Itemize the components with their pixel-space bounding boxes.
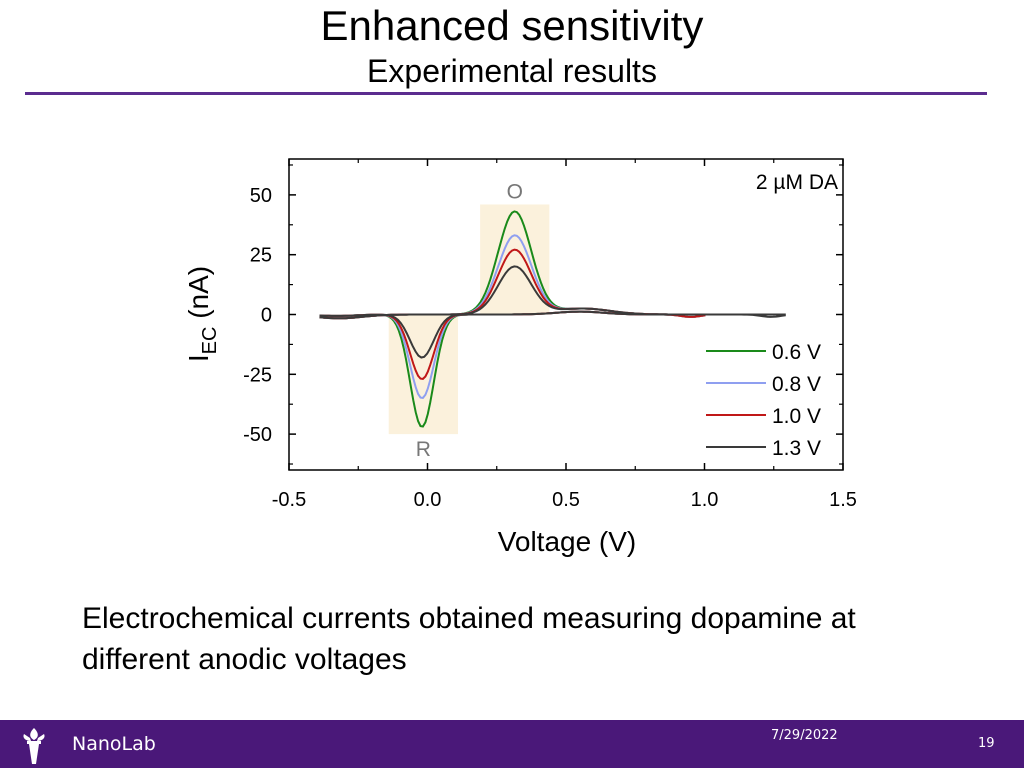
y-tick-label: -25: [243, 364, 272, 386]
footer-date: 7/29/2022: [771, 728, 838, 743]
y-axis-label-main: I: [183, 354, 214, 362]
y-tick-label: 0: [261, 305, 272, 327]
x-tick-label: 0.0: [414, 489, 442, 511]
legend-label-2: 1.0 V: [772, 405, 821, 428]
peak-label-R: R: [416, 438, 431, 461]
slide-subtitle: Experimental results: [367, 53, 657, 89]
peak-label-O: O: [507, 180, 523, 203]
voltammogram-chart: O R -0.5 0.0 0.5 1.0 1.5 -50 -25 0 25 50 2 µM DA V…: [183, 158, 857, 557]
y-axis-label: IEC (nA): [183, 266, 221, 362]
concentration-annotation: 2 µM DA: [756, 171, 838, 194]
torch-logo-icon: [23, 728, 45, 764]
page-number: 19: [978, 736, 995, 751]
x-tick-label: 0.5: [552, 489, 580, 511]
legend: 0.6 V 0.8 V 1.0 V 1.3 V: [706, 341, 821, 460]
slide-title: Enhanced sensitivity: [320, 2, 704, 49]
legend-label-3: 1.3 V: [772, 437, 821, 460]
footer-bar: NanoLab 7/29/2022 19: [0, 720, 1024, 768]
y-axis-label-sub: EC: [199, 327, 221, 355]
y-axis-label-unit: (nA): [183, 266, 214, 327]
legend-label-1: 0.8 V: [772, 373, 821, 396]
x-tick-label: -0.5: [272, 489, 306, 511]
y-tick-label: -50: [243, 424, 272, 446]
slide-caption: Electrochemical currents obtained measur…: [82, 602, 856, 676]
title-divider: [25, 92, 987, 95]
y-tick-label: 50: [250, 185, 272, 207]
x-tick-label: 1.5: [829, 489, 857, 511]
y-tick-label: 25: [250, 245, 272, 267]
legend-label-0: 0.6 V: [772, 341, 821, 364]
series-curve-3: [319, 265, 786, 359]
x-tick-label: 1.0: [691, 489, 719, 511]
x-axis-label: Voltage (V): [498, 526, 637, 557]
footer-org: NanoLab: [72, 733, 156, 755]
